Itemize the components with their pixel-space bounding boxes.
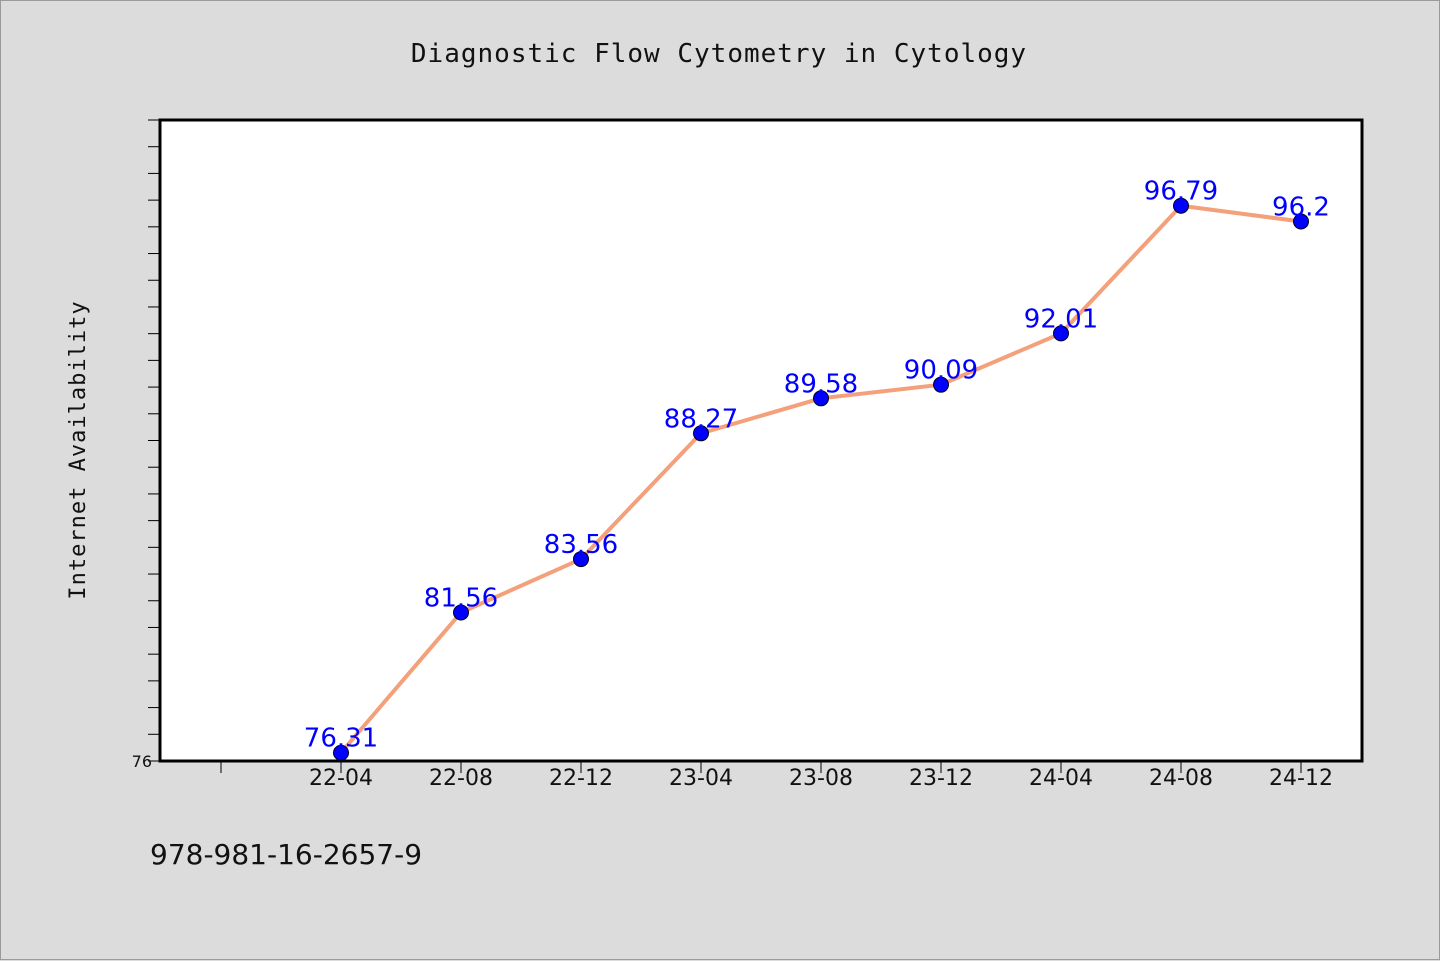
x-tick-label: 23-12 [909,766,973,791]
data-label: 96.2 [1272,192,1330,222]
x-tick-label: 22-04 [309,766,373,791]
data-label: 89.58 [784,369,858,399]
data-point [453,604,469,621]
data-point [1293,213,1309,230]
data-label: 90.09 [904,356,978,386]
x-tick-label: 24-08 [1149,766,1213,791]
data-point [1053,325,1069,342]
data-point [693,425,709,442]
data-point [813,390,829,407]
y-axis-ticks: 76 [132,119,160,771]
x-tick-label: 24-04 [1029,766,1093,791]
data-point [1173,197,1189,214]
plot-area [158,118,1364,763]
y-tick-label: 76 [132,752,152,771]
chart-title: Diagnostic Flow Cytometry in Cytology [411,39,1027,69]
data-label: 83.56 [544,530,618,560]
x-tick-label: 23-04 [669,766,733,791]
data-label: 88.27 [664,404,738,434]
footer-isbn: 978-981-16-2657-9 [150,838,422,871]
x-tick-label: 23-08 [789,766,853,791]
data-label: 76.31 [304,724,378,754]
data-label: 81.56 [424,584,498,614]
x-tick-label: 22-08 [429,766,493,791]
x-tick-label: 22-12 [549,766,613,791]
data-label: 96.79 [1144,177,1218,207]
data-label: 92.01 [1024,304,1098,334]
y-axis-label: Internet Availability [66,300,91,599]
data-point [933,376,949,393]
x-axis-ticks: 22-04 22-08 22-12 23-04 23-08 23-12 24-04 24-08… [220,761,1333,791]
data-point [573,551,589,568]
data-labels: 76.31 81.56 83.56 88.27 89.58 90.09 92.01 96.79… [304,177,1330,754]
data-point [333,744,349,761]
x-tick-label: 24-12 [1269,766,1333,791]
series-layer [333,197,1309,761]
